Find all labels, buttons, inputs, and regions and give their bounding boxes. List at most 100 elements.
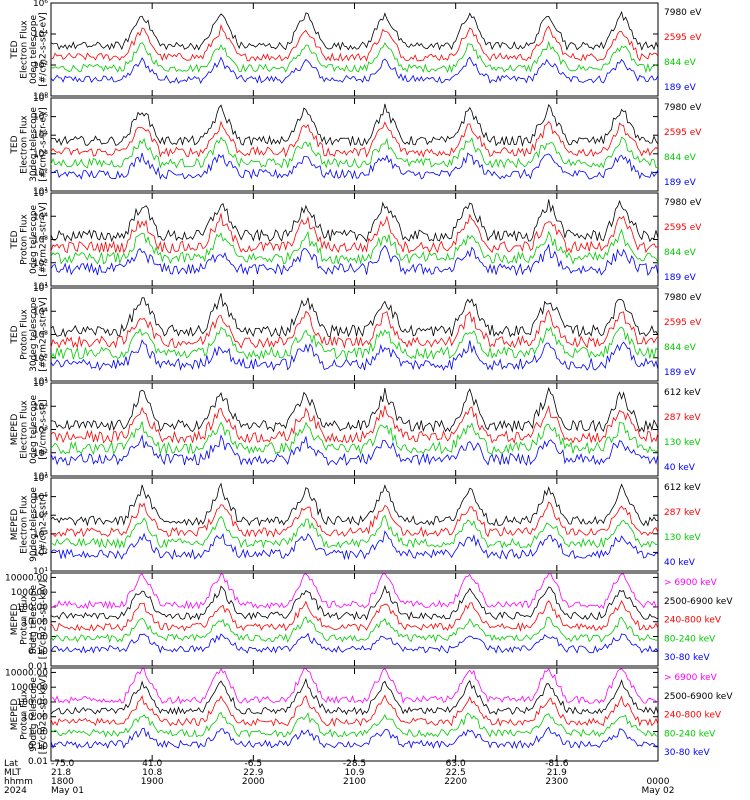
y-axis-label-line: [#/cm2-s-str-keV] (38, 580, 48, 659)
series-line (50, 726, 659, 750)
y-axis-label-line: 90deg telescope (29, 487, 39, 562)
series-line (50, 632, 659, 654)
legend-entry: 7980 eV (664, 8, 702, 18)
legend-entry: 7980 eV (664, 293, 702, 303)
y-axis-label: TEDElectron Flux30deg telescope[#/cm2-s-… (10, 107, 49, 182)
x-tick-label: 22.9 (243, 768, 263, 778)
y-tick-label: 10000.00 (5, 573, 48, 583)
y-tick-label: 10⁴ (33, 30, 48, 40)
series-line (50, 120, 659, 158)
legend-entry: 40 keV (664, 463, 696, 473)
y-tick-label: 10⁶ (33, 474, 48, 484)
x-tick-label: 63.0 (446, 759, 466, 769)
y-axis-label-line: Proton Flux (19, 594, 29, 645)
y-axis-label-line: [#/cm2-s-str-eV] (38, 107, 48, 182)
x-tick-label: -28.5 (343, 759, 366, 769)
x-tick-label: 10.8 (142, 768, 162, 778)
y-tick-label: 10000.00 (5, 668, 48, 678)
legend-entry: 612 keV (664, 483, 701, 493)
y-tick-label: 10¹ (33, 282, 48, 292)
x-tick-label: 0000 (647, 777, 670, 787)
y-tick-label: 10⁴ (33, 307, 48, 317)
y-tick-label: 10¹ (33, 187, 48, 197)
x-tick-label: 2100 (343, 777, 366, 787)
panel-2: 10¹ 10² 10³ 10⁴ 10⁵ 10⁶ TEDElectron Flux30deg … (10, 94, 703, 197)
series-line (50, 103, 659, 147)
x-tick-label: May 01 (51, 786, 84, 796)
series-line (50, 40, 659, 74)
series-line (50, 56, 659, 84)
series-line (50, 386, 659, 433)
legend-entry: 7980 eV (664, 198, 702, 208)
y-axis-label-line: Proton Flux (19, 214, 29, 265)
y-tick-label: 10⁵ (33, 284, 48, 294)
legend-entry: 80-240 keV (664, 729, 716, 739)
y-tick-label: 10² (33, 259, 48, 269)
x-tick-label: 22.5 (446, 768, 466, 778)
y-tick-label: 10¹ (33, 377, 48, 387)
panel-6: 10¹ 10² 10³ 10⁴ 10⁵ 10⁶ MEPEDElectron Flux90de… (10, 474, 702, 577)
series-line (50, 213, 659, 254)
series-line (50, 677, 659, 716)
y-axis-label: TEDElectron Flux0deg telescope[#/cm2-s-s… (10, 12, 49, 87)
x-tick-label: -81.6 (545, 759, 569, 769)
panel-7: 0.010.101.0010.00100.001000.0010000.00ME… (5, 572, 733, 672)
y-axis-label-line: Electron Flux (19, 20, 29, 79)
y-axis-label-line: [#/cm2-s-str-eV] (38, 202, 48, 277)
legend-entry: > 6900 keV (664, 673, 718, 683)
y-tick-label: 10³ (33, 331, 48, 341)
y-axis-label-line: 0deg telescope (29, 15, 39, 85)
x-axis-row-label: 2024 (4, 786, 27, 796)
series-line (50, 434, 659, 467)
panel-8: 0.010.101.0010.00100.001000.0010000.00ME… (5, 667, 733, 767)
panel-5: 10¹ 10² 10³ 10⁴ 10⁵ MEPEDElectron Flux0deg te… (10, 379, 702, 482)
y-axis-label-line: MEPED (10, 414, 20, 446)
legend-entry: 189 eV (664, 273, 697, 283)
y-tick-label: 1.00 (28, 632, 48, 642)
plot-frame (50, 477, 659, 572)
y-tick-label: 1000.00 (11, 683, 48, 693)
legend-entry: 240-800 keV (664, 711, 722, 721)
legend-entry: 287 keV (664, 413, 701, 423)
y-axis-label-line: 0deg telescope (29, 395, 39, 465)
y-tick-label: 10.00 (22, 618, 48, 628)
legend-entry: 130 keV (664, 438, 701, 448)
legend-entry: 2595 eV (664, 33, 702, 43)
series-line (50, 667, 659, 705)
y-axis-label-line: MEPED (10, 509, 20, 541)
y-tick-label: 10⁵ (33, 189, 48, 199)
series-line (50, 584, 659, 621)
series-line (50, 405, 659, 444)
y-axis-label-line: Proton Flux (19, 689, 29, 740)
legend-entry: 844 eV (664, 248, 697, 258)
x-tick-label: -6.5 (245, 759, 263, 769)
y-tick-label: 10⁵ (33, 113, 48, 123)
y-tick-label: 100.00 (17, 698, 49, 708)
y-axis-label: MEPEDProton Flux90deg telescope[#/cm2-s-… (10, 675, 49, 754)
y-tick-label: 10³ (33, 236, 48, 246)
y-tick-label: 10⁰ (33, 92, 48, 102)
legend-entry: 844 eV (664, 153, 697, 163)
legend-entry: 2595 eV (664, 318, 702, 328)
x-tick-label: 21.9 (547, 768, 567, 778)
legend-entry: 7980 eV (664, 103, 702, 113)
y-tick-label: 0.01 (28, 662, 48, 672)
y-axis-label-line: TED (10, 40, 20, 59)
y-tick-label: 1000.00 (11, 588, 48, 598)
y-tick-label: 10⁴ (33, 511, 48, 521)
series-line (50, 421, 659, 456)
x-axis-row-label: hhmm (4, 777, 33, 787)
x-tick-label: 2300 (545, 777, 568, 787)
series-line (50, 152, 659, 180)
legend-entry: 40 keV (664, 558, 696, 568)
legend-entry: 287 keV (664, 508, 701, 518)
x-axis-row-label: MLT (4, 768, 22, 778)
y-axis-label-line: Electron Flux (19, 400, 29, 459)
y-tick-label: 10⁴ (33, 212, 48, 222)
y-axis-label: MEPEDElectron Flux0deg telescope[#/cm2-s… (10, 395, 49, 465)
series-line (50, 482, 659, 527)
legend-entry: 189 eV (664, 83, 697, 93)
panel-4: 10¹ 10² 10³ 10⁴ 10⁵ TEDProton Flux30deg teles… (10, 284, 703, 387)
y-tick-label: 10¹ (33, 472, 48, 482)
series-line (50, 199, 659, 243)
